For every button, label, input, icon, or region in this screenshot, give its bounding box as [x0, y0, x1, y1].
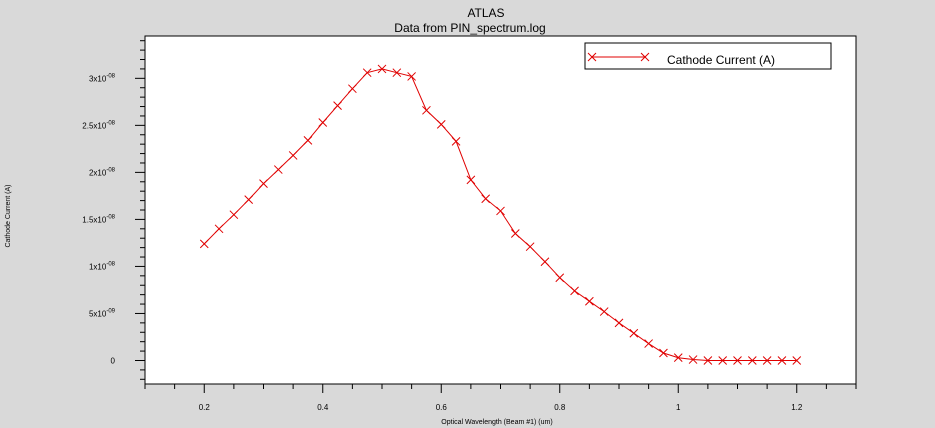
data-point [273, 165, 283, 174]
y-tick-label: 3x10-08 [89, 73, 116, 83]
data-point [614, 318, 624, 328]
legend-label: Cathode Current (A) [667, 53, 775, 67]
y-tick-label: 1.5x10-08 [82, 214, 115, 224]
data-point [540, 257, 550, 267]
data-point [629, 328, 639, 338]
data-point [259, 179, 268, 189]
x-axis: 0.2 0.4 0.6 0.8 1 1.2 [144, 384, 857, 412]
data-point [688, 355, 698, 364]
data-point [288, 151, 298, 160]
data-point [466, 175, 476, 185]
data-point [377, 64, 387, 74]
data-point [570, 286, 579, 296]
data-point [214, 224, 224, 234]
data-point [303, 136, 313, 145]
y-axis: 0 5x10-09 1x10-08 1.5x10-08 2x10-08 2.5x10-08… [82, 40, 145, 380]
legend-box [584, 42, 832, 70]
x-tick-label: 0.8 [554, 403, 566, 412]
data-point [229, 210, 239, 220]
data-point [659, 348, 668, 358]
x-tick-label: 1.2 [791, 403, 803, 412]
y-tick-label: 0 [111, 356, 116, 365]
data-point [762, 356, 772, 365]
chart-title: ATLAS [467, 6, 504, 20]
series-layer [199, 64, 802, 365]
legend-marker [587, 52, 650, 62]
data-point [422, 105, 431, 115]
data-point [747, 356, 757, 365]
data-point [673, 353, 683, 363]
x-tick-label: 1 [676, 403, 681, 412]
data-point [644, 339, 653, 348]
y-tick-label: 1x10-08 [89, 261, 116, 271]
data-point [733, 356, 742, 365]
data-point [718, 356, 728, 365]
data-point [348, 84, 357, 94]
data-point [392, 68, 402, 78]
x-axis-label: Optical Wavelength (Beam #1) (um) [441, 419, 552, 426]
data-point [362, 68, 372, 78]
data-point [792, 356, 802, 365]
x-tick-label: 0.2 [199, 403, 211, 412]
plot-area [144, 35, 857, 385]
data-point [510, 229, 520, 238]
chart-subtitle: Data from PIN_spectrum.log [394, 21, 545, 35]
y-tick-label: 5x10-09 [89, 308, 116, 318]
data-point [318, 118, 328, 127]
y-axis-label: Cathode Current (A) [5, 184, 12, 247]
data-point [777, 356, 787, 365]
data-point [451, 136, 461, 146]
x-tick-label: 0.4 [317, 403, 329, 412]
data-point [244, 195, 254, 205]
y-tick-label: 2x10-08 [89, 167, 116, 177]
data-point [333, 101, 342, 110]
data-point [599, 307, 609, 316]
y-tick-label: 2.5x10-08 [82, 120, 115, 130]
data-point [481, 194, 491, 204]
data-point [496, 206, 505, 216]
data-point [703, 356, 713, 365]
legend: Cathode Current (A) [584, 42, 832, 70]
x-tick-label: 0.6 [436, 403, 448, 412]
data-point [436, 120, 446, 129]
data-point [199, 239, 209, 249]
data-point [407, 72, 416, 81]
data-point [555, 273, 565, 283]
data-point [585, 296, 594, 306]
data-point [525, 242, 535, 252]
